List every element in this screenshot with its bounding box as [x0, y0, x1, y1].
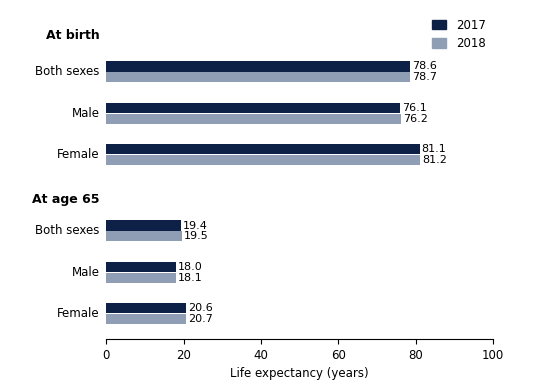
Text: 19.5: 19.5 — [184, 231, 208, 241]
Text: 76.1: 76.1 — [403, 103, 427, 113]
Text: 18.1: 18.1 — [178, 273, 203, 283]
Bar — [106, 144, 420, 154]
Bar — [106, 314, 186, 324]
Bar — [106, 114, 401, 124]
Text: At birth: At birth — [46, 29, 100, 42]
Bar — [106, 272, 176, 283]
Text: 81.1: 81.1 — [422, 144, 446, 154]
Text: Female: Female — [57, 307, 100, 320]
Bar — [106, 303, 186, 313]
Text: 78.6: 78.6 — [412, 61, 437, 72]
Text: Both sexes: Both sexes — [35, 224, 100, 237]
Legend: 2017, 2018: 2017, 2018 — [427, 14, 491, 55]
Text: Both sexes: Both sexes — [35, 66, 100, 78]
Text: 20.6: 20.6 — [188, 303, 213, 313]
Bar — [106, 221, 181, 231]
Bar — [106, 103, 400, 113]
Text: Female: Female — [57, 148, 100, 161]
Bar — [106, 155, 420, 165]
Text: 76.2: 76.2 — [403, 114, 428, 124]
X-axis label: Life expectancy (years): Life expectancy (years) — [230, 367, 369, 380]
Bar — [106, 72, 410, 82]
Bar — [106, 231, 182, 242]
Text: Male: Male — [72, 107, 100, 120]
Text: Male: Male — [72, 266, 100, 279]
Text: 78.7: 78.7 — [412, 72, 437, 82]
Text: 18.0: 18.0 — [178, 262, 203, 272]
Text: 20.7: 20.7 — [188, 314, 213, 324]
Text: 19.4: 19.4 — [183, 221, 208, 231]
Bar — [106, 262, 176, 272]
Text: At age 65: At age 65 — [32, 193, 100, 206]
Bar — [106, 61, 410, 72]
Text: 81.2: 81.2 — [422, 155, 447, 165]
